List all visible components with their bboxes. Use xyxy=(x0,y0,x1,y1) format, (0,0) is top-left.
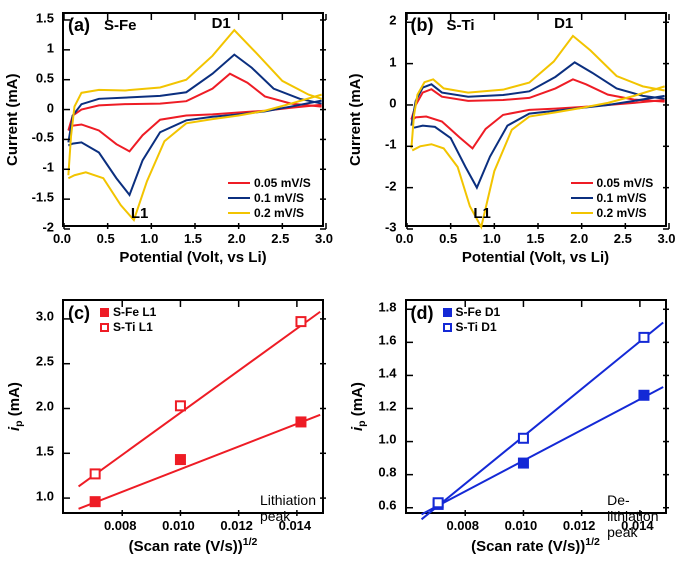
xtick: 0.012 xyxy=(563,518,596,533)
peak-d1: D1 xyxy=(554,15,573,32)
ylabel: Current (mA) xyxy=(4,12,21,227)
legend-marker xyxy=(443,323,452,332)
panel-d: 0.0080.0100.0120.0140.60.81.01.21.41.61.… xyxy=(343,287,685,573)
legend-marker xyxy=(100,308,109,317)
legend-row: S-Ti L1 xyxy=(100,320,156,335)
legend-label: 0.1 mV/S xyxy=(254,191,304,205)
legend-label: 0.1 mV/S xyxy=(597,191,647,205)
xtick: 0.012 xyxy=(220,518,253,533)
fit-line-sti xyxy=(79,311,321,486)
legend-label: S-Fe D1 xyxy=(456,305,501,319)
ylabel: ip (mA) xyxy=(349,299,368,514)
marker xyxy=(518,458,527,467)
legend: S-Fe L1S-Ti L1 xyxy=(100,305,156,335)
panel-a: 0.00.51.01.52.02.53.0-2-1.5-1-0.500.511.… xyxy=(0,0,343,287)
xtick: 0.0 xyxy=(395,231,413,246)
xtick: 0.5 xyxy=(97,231,115,246)
xtick: 0.0 xyxy=(53,231,71,246)
panel-letter: (a) xyxy=(68,15,90,36)
xtick: 3.0 xyxy=(315,231,333,246)
xtick: 0.010 xyxy=(162,518,195,533)
xtick: 0.008 xyxy=(104,518,137,533)
marker xyxy=(433,498,442,507)
peak-l1: L1 xyxy=(131,205,149,222)
legend-swatch xyxy=(228,182,250,184)
xlabel: (Scan rate (V/s))1/2 xyxy=(62,536,324,555)
xlabel: Potential (Volt, vs Li) xyxy=(405,249,667,266)
panel-letter: (c) xyxy=(68,303,90,324)
marker xyxy=(176,455,185,464)
legend-swatch xyxy=(571,197,593,199)
marker xyxy=(91,469,100,478)
legend-row: S-Fe L1 xyxy=(100,305,156,320)
xtick: 0.010 xyxy=(505,518,538,533)
xtick: 3.0 xyxy=(657,231,675,246)
legend-row: 0.2 mV/S xyxy=(571,205,659,220)
legend-marker xyxy=(100,323,109,332)
legend-label: 0.05 mV/S xyxy=(597,176,654,190)
ylabel: Current (mA) xyxy=(347,12,364,227)
legend-swatch xyxy=(228,212,250,214)
marker xyxy=(639,390,648,399)
xtick: 0.008 xyxy=(446,518,479,533)
legend: 0.05 mV/S0.1 mV/S0.2 mV/S xyxy=(571,175,659,220)
legend-marker xyxy=(443,308,452,317)
marker xyxy=(91,497,100,506)
panel-letter: (b) xyxy=(411,15,434,36)
legend-swatch xyxy=(571,212,593,214)
peak-l1: L1 xyxy=(473,205,491,222)
legend-row: 0.1 mV/S xyxy=(228,190,316,205)
xtick: 1.5 xyxy=(526,231,544,246)
xtick: 2.0 xyxy=(570,231,588,246)
cv-curve-0.1_top xyxy=(68,55,321,143)
panel-title: S-Ti xyxy=(447,17,475,34)
xtick: 1.5 xyxy=(184,231,202,246)
marker xyxy=(639,332,648,341)
legend-label: S-Fe L1 xyxy=(113,305,156,319)
fit-line-sti xyxy=(421,322,663,519)
legend-label: S-Ti D1 xyxy=(456,320,497,334)
corner-text: Lithiation peak xyxy=(260,492,316,524)
cv-curve-0.2_top xyxy=(68,30,321,175)
legend-swatch xyxy=(228,197,250,199)
xtick: 1.0 xyxy=(140,231,158,246)
marker xyxy=(176,401,185,410)
marker xyxy=(296,417,305,426)
legend: 0.05 mV/S0.1 mV/S0.2 mV/S xyxy=(228,175,316,220)
peak-d1: D1 xyxy=(212,15,231,32)
marker xyxy=(518,433,527,442)
xtick: 1.0 xyxy=(483,231,501,246)
legend-label: 0.2 mV/S xyxy=(254,206,304,220)
marker xyxy=(296,317,305,326)
legend: S-Fe D1S-Ti D1 xyxy=(443,305,501,335)
panel-title: S-Fe xyxy=(104,17,137,34)
panel-c: 0.0080.0100.0120.0141.01.52.02.53.0(Scan… xyxy=(0,287,343,573)
panel-b: 0.00.51.01.52.02.53.0-3-2-1012Potential … xyxy=(343,0,685,287)
cv-curve-0.05_bot xyxy=(68,105,321,152)
legend-label: 0.2 mV/S xyxy=(597,206,647,220)
xtick: 2.5 xyxy=(271,231,289,246)
legend-label: S-Ti L1 xyxy=(113,320,153,334)
cv-curve-0.05_bot xyxy=(411,100,664,148)
legend-swatch xyxy=(571,182,593,184)
legend-row: 0.1 mV/S xyxy=(571,190,659,205)
xtick: 2.5 xyxy=(614,231,632,246)
panel-letter: (d) xyxy=(411,303,434,324)
xtick: 2.0 xyxy=(228,231,246,246)
corner-text: De-lithiation peak xyxy=(607,492,658,540)
legend-row: S-Fe D1 xyxy=(443,305,501,320)
xlabel: Potential (Volt, vs Li) xyxy=(62,249,324,266)
legend-row: 0.2 mV/S xyxy=(228,205,316,220)
legend-row: 0.05 mV/S xyxy=(571,175,659,190)
ylabel: ip (mA) xyxy=(6,299,25,514)
legend-label: 0.05 mV/S xyxy=(254,176,311,190)
legend-row: 0.05 mV/S xyxy=(228,175,316,190)
xtick: 0.5 xyxy=(439,231,457,246)
figure-grid: 0.00.51.01.52.02.53.0-2-1.5-1-0.500.511.… xyxy=(0,0,685,573)
legend-row: S-Ti D1 xyxy=(443,320,501,335)
